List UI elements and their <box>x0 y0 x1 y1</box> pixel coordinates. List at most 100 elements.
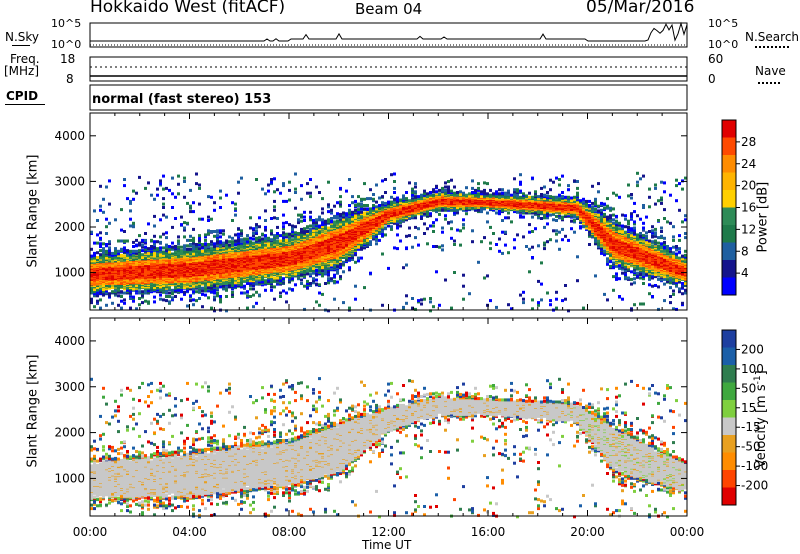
power-cell <box>273 276 276 280</box>
power-cell <box>114 218 117 222</box>
power-cell <box>288 188 291 192</box>
power-cell <box>123 291 126 295</box>
power-cell <box>297 237 300 241</box>
power-cell <box>267 282 270 285</box>
power-cell <box>285 199 288 203</box>
power-cell <box>123 246 126 250</box>
power-cell <box>270 232 273 235</box>
power-cell <box>228 235 231 239</box>
power-cell <box>216 286 219 290</box>
power-cell <box>165 231 168 235</box>
power-cell <box>126 239 129 243</box>
power-cell <box>141 294 144 298</box>
power-cell <box>282 213 285 217</box>
power-cell <box>162 232 165 236</box>
power-cell <box>207 245 210 248</box>
power-cell <box>282 225 285 229</box>
power-cell <box>222 281 225 285</box>
power-cell <box>216 291 219 295</box>
power-cell <box>204 235 207 239</box>
power-cell <box>207 195 210 199</box>
power-cell <box>144 238 147 242</box>
power-cell <box>222 229 225 233</box>
power-cell <box>213 297 216 301</box>
power-cell <box>258 238 261 242</box>
power-cell <box>204 245 207 249</box>
power-cell <box>243 237 246 241</box>
power-cell <box>153 251 156 255</box>
power-cell <box>234 202 237 206</box>
power-cell <box>120 295 123 298</box>
power-cell <box>180 223 183 227</box>
power-cell <box>219 229 222 233</box>
power-cell <box>93 256 96 259</box>
power-cell <box>312 219 315 222</box>
power-cell <box>255 301 258 305</box>
power-cell <box>105 185 108 189</box>
power-cell <box>186 221 189 225</box>
power-cell <box>165 299 168 303</box>
power-cell <box>270 285 273 289</box>
power-cell <box>183 226 186 230</box>
power-cell <box>192 201 195 205</box>
power-cell <box>282 184 285 188</box>
power-cell <box>120 247 123 251</box>
power-cell <box>192 227 195 231</box>
power-cell <box>171 292 174 296</box>
power-cell <box>129 201 132 205</box>
power-cell <box>159 235 162 239</box>
power-cell <box>249 295 252 298</box>
power-cell <box>282 227 285 231</box>
nsearch-label: N.Search <box>745 30 800 44</box>
power-cell <box>186 288 189 292</box>
power-cell <box>102 247 105 251</box>
power-cell <box>321 271 324 275</box>
freq-unit-label: [MHz] <box>4 64 40 78</box>
power-cell <box>240 280 243 284</box>
power-cell <box>168 247 171 251</box>
power-cell <box>120 299 123 303</box>
power-cell <box>150 252 153 256</box>
power-cell <box>321 221 324 225</box>
power-cell <box>318 215 321 219</box>
power-cell <box>246 240 249 244</box>
power-cell <box>177 174 180 178</box>
power-cell <box>255 281 258 285</box>
power-cell <box>306 282 309 285</box>
power-cell <box>168 245 171 248</box>
power-cell <box>216 240 219 244</box>
power-cell <box>165 295 168 298</box>
power-cell <box>129 217 132 221</box>
power-cell <box>327 203 330 207</box>
power-cell <box>159 253 162 257</box>
power-cell <box>183 247 186 251</box>
power-cell <box>207 249 210 253</box>
power-cell <box>300 230 303 234</box>
power-cell <box>225 295 228 298</box>
power-cell <box>150 247 153 251</box>
power-cell <box>180 249 183 253</box>
power-cell <box>99 204 102 208</box>
power-cell <box>159 293 162 297</box>
power-cell <box>204 247 207 251</box>
power-cell <box>183 221 186 225</box>
power-cell <box>282 221 285 225</box>
power-cell <box>144 232 147 235</box>
power-cell <box>120 228 123 232</box>
power-cell <box>312 279 315 283</box>
power-cell <box>114 249 117 253</box>
power-cell <box>210 240 213 244</box>
power-cell <box>183 195 186 199</box>
power-cell <box>135 191 138 195</box>
power-cell <box>213 201 216 205</box>
power-cell <box>270 180 273 184</box>
power-cell <box>195 299 198 303</box>
power-cell <box>162 286 165 290</box>
power-cell <box>300 197 303 201</box>
power-cell <box>171 176 174 180</box>
power-cell <box>189 299 192 303</box>
power-cell <box>168 295 171 298</box>
power-cell <box>198 236 201 240</box>
power-cell <box>318 291 321 295</box>
power-cell <box>171 296 174 300</box>
